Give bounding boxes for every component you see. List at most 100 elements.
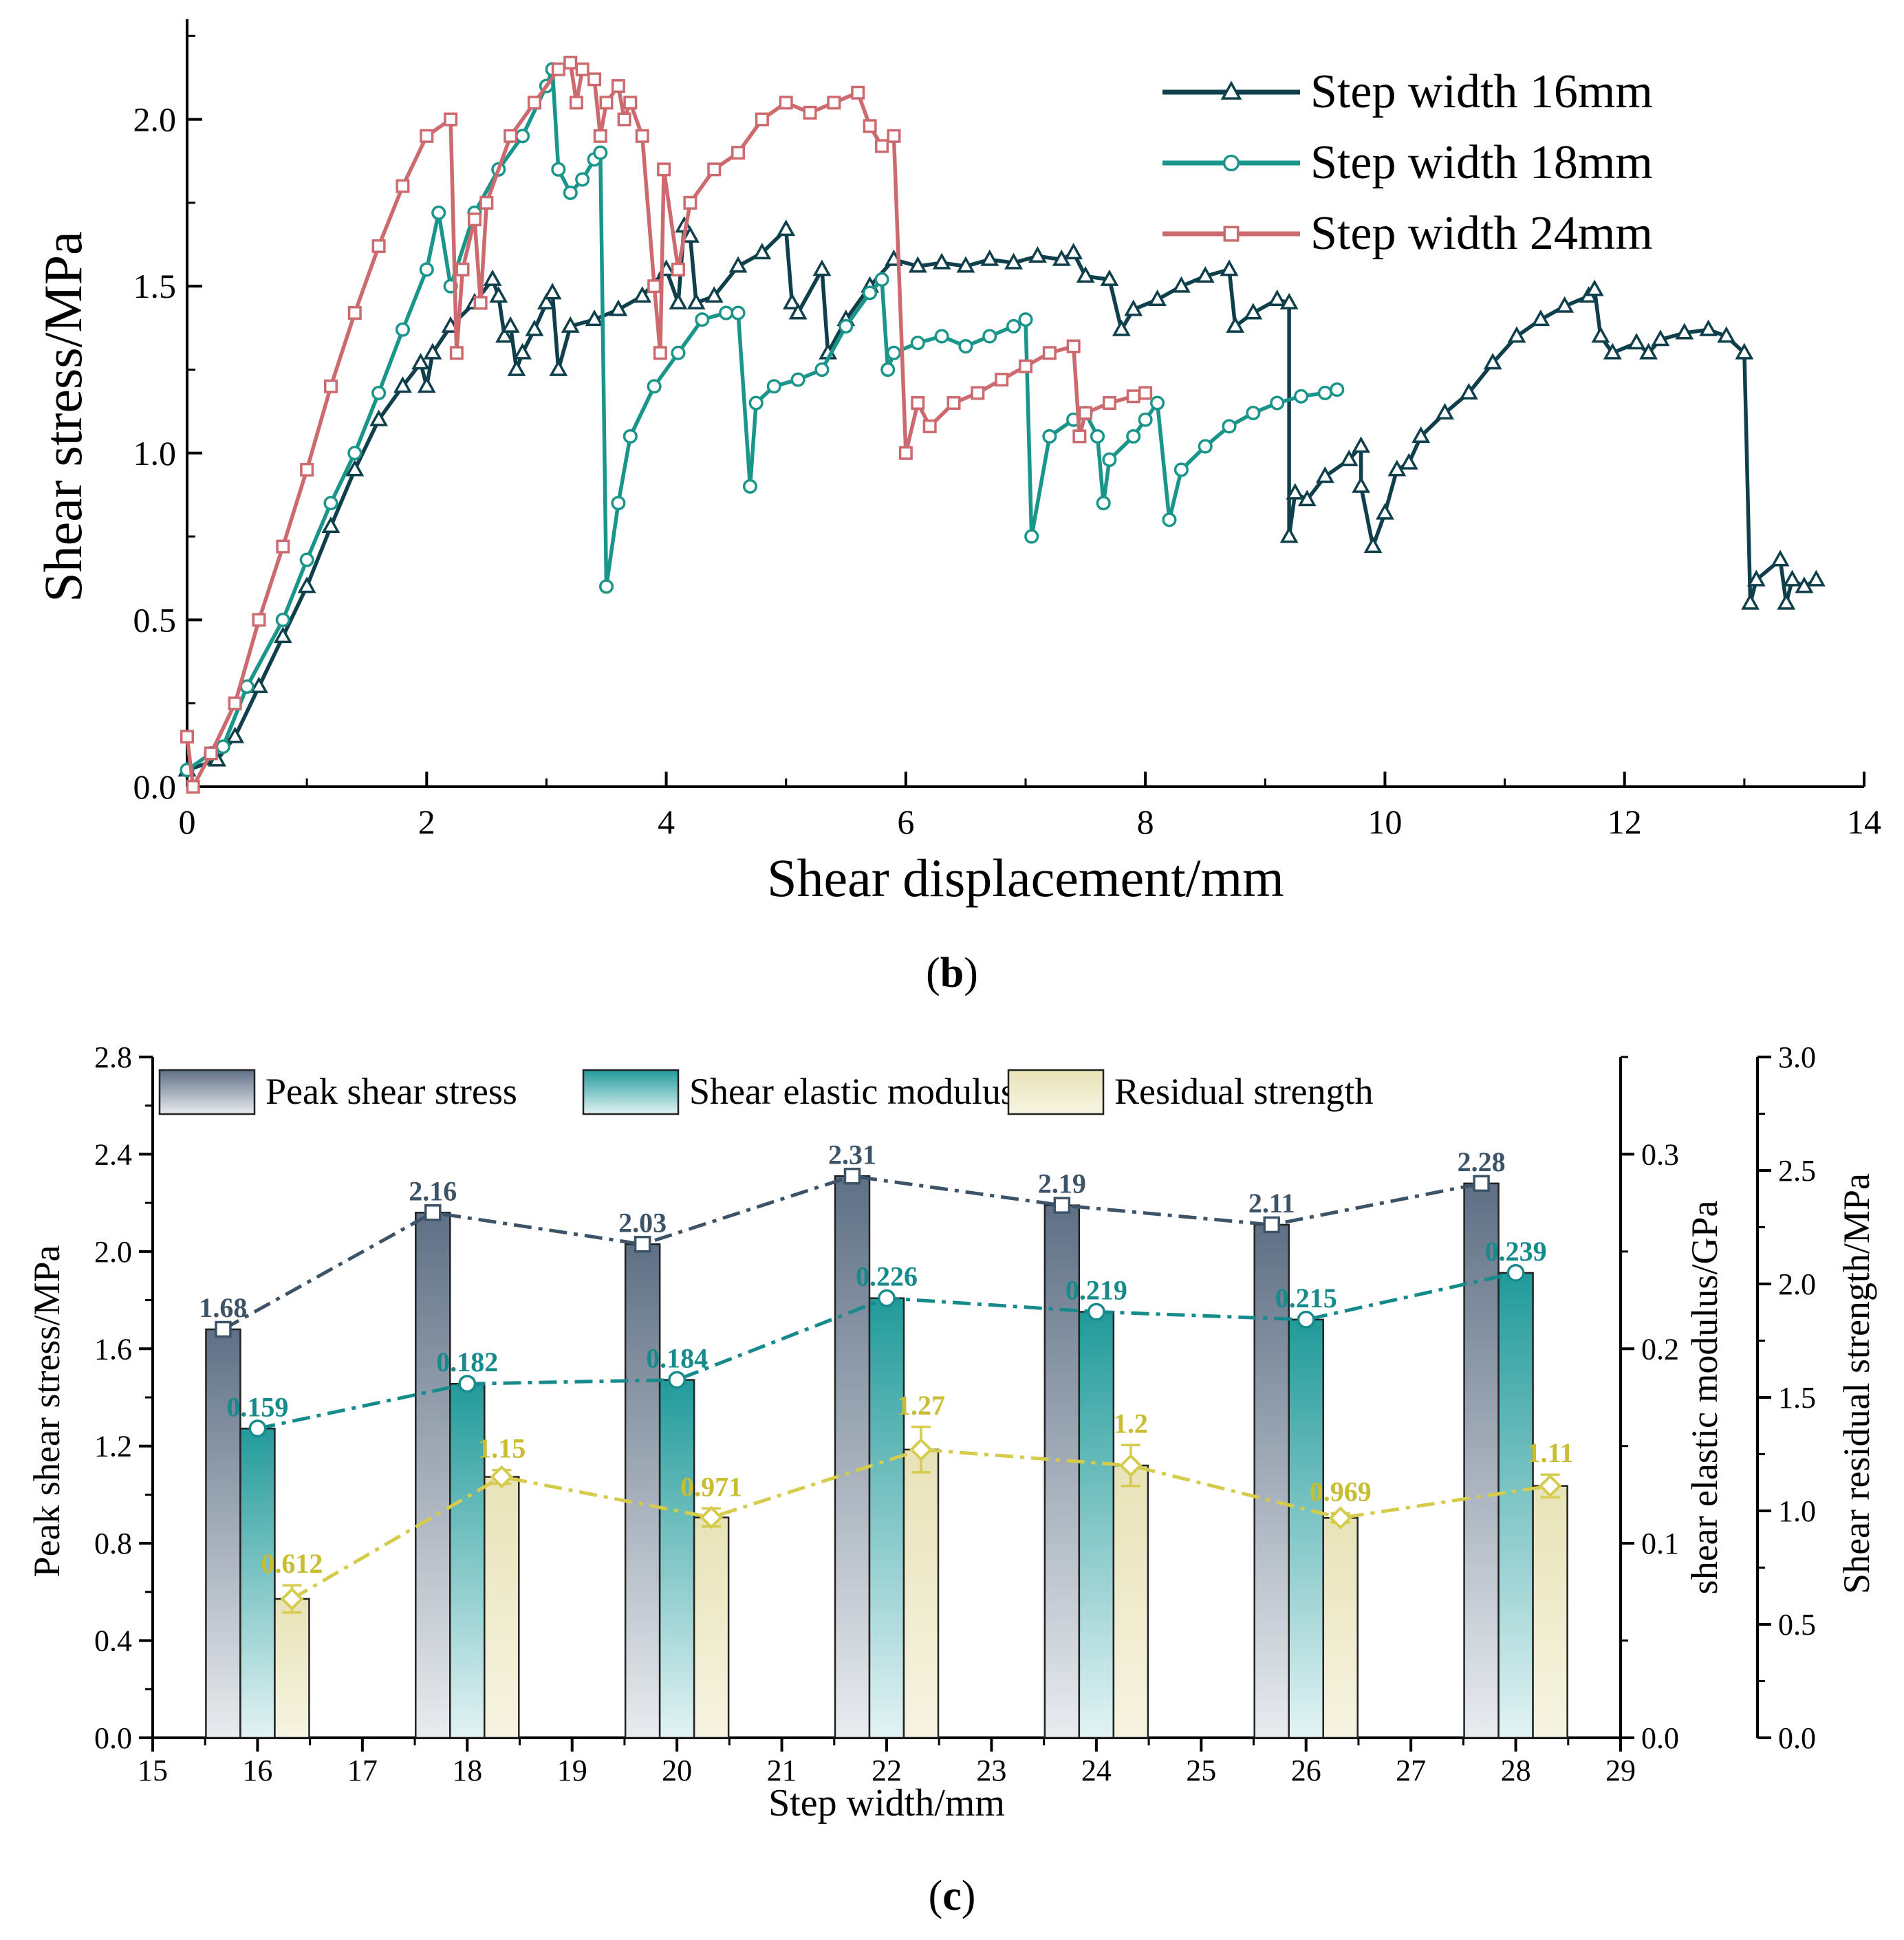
data-point (1079, 406, 1093, 420)
data-point (300, 463, 314, 477)
data-point (874, 272, 889, 287)
data-point (561, 316, 580, 333)
data-point (1352, 476, 1371, 493)
legend-swatch (582, 1069, 680, 1115)
shear-elastic-modulus-bar (1078, 1311, 1115, 1739)
data-point (467, 212, 482, 227)
data-point (1090, 428, 1105, 444)
x-tick-label: 0 (179, 803, 196, 841)
data-point (731, 146, 746, 160)
data-point (1459, 382, 1478, 400)
data-point (1555, 296, 1575, 313)
data-point (186, 780, 200, 794)
data-point (1771, 549, 1790, 567)
data-point (623, 96, 638, 110)
data-point (803, 105, 817, 120)
data-point (347, 305, 362, 320)
data-label: 0.159 (226, 1391, 288, 1422)
data-point (1627, 333, 1646, 350)
data-point (995, 373, 1009, 387)
legend-label: Step width 24mm (1310, 207, 1653, 260)
data-point (671, 262, 685, 276)
data-point (1639, 342, 1658, 360)
data-point (863, 119, 877, 133)
second-right-y-tick-label: 0.5 (1778, 1608, 1816, 1642)
series-marker (909, 1438, 933, 1461)
right-y-tick-label: 0.3 (1641, 1137, 1679, 1171)
data-point (180, 730, 194, 744)
peak-shear-stress-bar (624, 1243, 661, 1739)
data-point (1399, 453, 1418, 470)
left-y-tick-label: 2.0 (94, 1235, 132, 1269)
residual-strength-bar (1532, 1485, 1568, 1739)
second-right-y-tick-label: 0.0 (1778, 1721, 1816, 1755)
data-point (623, 428, 638, 444)
x-tick-label: 19 (557, 1754, 587, 1787)
series-marker (1538, 1474, 1562, 1498)
data-point (611, 496, 626, 511)
x-tick-label: 2 (418, 803, 435, 841)
data-point (958, 338, 973, 354)
data-point (396, 179, 410, 193)
data-point (1777, 593, 1796, 610)
data-point (1100, 269, 1119, 286)
data-point (707, 162, 722, 177)
data-label: 1.15 (477, 1433, 526, 1464)
data-point (321, 516, 340, 533)
series-marker (1297, 1310, 1315, 1329)
data-point (1072, 429, 1087, 444)
data-point (1783, 569, 1802, 587)
legend-marker (1222, 154, 1240, 172)
data-label: 2.11 (1248, 1188, 1295, 1219)
data-point (611, 79, 625, 94)
data-point (1076, 266, 1095, 283)
legend-marker (1220, 80, 1242, 100)
left-y-tick-label: 2.8 (94, 1040, 132, 1074)
data-point (1126, 389, 1140, 404)
data-label: 0.219 (1065, 1275, 1127, 1306)
data-point (1102, 452, 1117, 468)
data-point (1102, 396, 1116, 410)
left-y-axis-label: Peak shear stress/MPa (26, 1245, 67, 1578)
data-point (513, 342, 532, 360)
data-point (417, 376, 436, 393)
shear-elastic-modulus-bar (1497, 1272, 1534, 1739)
data-point (1220, 259, 1239, 276)
data-point (910, 336, 925, 351)
data-point (431, 205, 446, 220)
legend-label: Residual strength (1114, 1071, 1373, 1112)
x-tick-label: 27 (1396, 1754, 1426, 1787)
data-point (297, 576, 316, 593)
data-label: 2.31 (828, 1139, 876, 1170)
data-point (585, 309, 604, 327)
data-point (1436, 402, 1454, 420)
data-point (250, 676, 268, 693)
data-point (371, 239, 386, 253)
data-point (504, 129, 518, 143)
x-tick-label: 25 (1186, 1754, 1216, 1787)
data-point (1171, 276, 1191, 293)
data-label: 2.19 (1038, 1168, 1086, 1199)
residual-strength-bar (693, 1516, 730, 1739)
panel-b-label: (b) (926, 950, 978, 996)
data-point (1286, 483, 1305, 500)
data-point (393, 376, 412, 393)
left-y-tick-label: 0.8 (94, 1527, 132, 1560)
residual-strength-bar (484, 1476, 520, 1739)
x-tick-label: 15 (138, 1754, 168, 1787)
data-point (839, 318, 854, 334)
data-point (728, 256, 748, 273)
x-tick-label: 21 (767, 1754, 797, 1787)
data-point (1699, 319, 1718, 336)
data-point (419, 262, 434, 277)
data-label: 0.612 (261, 1548, 323, 1579)
x-tick-label: 6 (897, 803, 914, 841)
legend-label: Peak shear stress (266, 1071, 517, 1112)
data-point (934, 329, 949, 344)
data-point (1096, 496, 1111, 511)
data-point (683, 195, 697, 210)
right-y-tick-label: 0.1 (1641, 1527, 1679, 1560)
data-point (753, 243, 772, 260)
data-point (766, 379, 781, 394)
data-point (1138, 386, 1153, 400)
